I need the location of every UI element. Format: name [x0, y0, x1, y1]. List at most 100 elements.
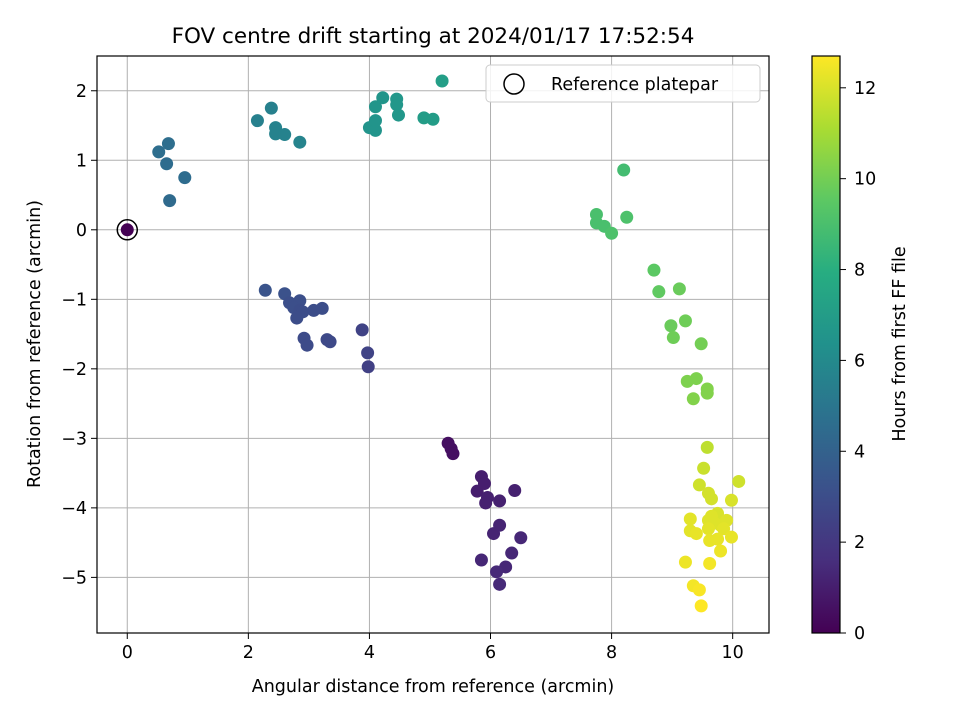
data-point — [479, 496, 493, 510]
data-point — [724, 493, 738, 507]
data-point — [514, 531, 528, 545]
data-point — [694, 337, 708, 351]
data-point — [152, 145, 166, 159]
colorbar-tick-label: 12 — [854, 79, 876, 99]
data-point — [717, 522, 731, 536]
data-point — [686, 392, 700, 406]
data-point — [683, 512, 697, 526]
data-point — [694, 599, 708, 613]
x-tick-label: 8 — [606, 643, 617, 663]
legend: Reference platepar — [485, 64, 761, 103]
data-point — [355, 323, 369, 337]
data-point — [732, 474, 746, 488]
colorbar-tick-label: 10 — [854, 170, 876, 190]
data-point — [697, 461, 711, 475]
data-point — [493, 494, 507, 508]
data-point — [435, 74, 449, 88]
legend-box — [485, 64, 761, 103]
x-axis-ticks: 0 2 4 6 8 10 — [122, 633, 744, 663]
data-points — [120, 74, 746, 613]
y-axis-label: Rotation from reference (arcmin) — [25, 200, 45, 488]
x-tick-label: 10 — [722, 643, 744, 663]
data-point — [446, 447, 460, 461]
data-point — [368, 100, 382, 114]
plot-frame — [96, 55, 770, 634]
data-point — [508, 483, 522, 497]
data-point — [505, 546, 519, 560]
data-point — [323, 335, 337, 349]
data-point — [711, 532, 725, 546]
data-point — [293, 135, 307, 149]
data-point — [664, 319, 678, 333]
y-tick-label: −3 — [61, 429, 87, 449]
colorbar-tick-label: 6 — [854, 351, 865, 371]
data-point — [258, 283, 272, 297]
data-point — [278, 128, 292, 142]
data-point — [724, 530, 738, 544]
data-point — [672, 282, 686, 296]
colorbar-tick-label: 8 — [854, 261, 865, 281]
colorbar-tick-label: 0 — [854, 624, 865, 644]
data-point — [493, 577, 507, 591]
data-point — [689, 527, 703, 541]
data-point — [490, 565, 504, 579]
data-point — [361, 360, 375, 374]
data-point — [700, 386, 714, 400]
legend-label: Reference platepar — [551, 75, 719, 95]
data-point — [703, 556, 717, 570]
y-tick-label: 0 — [76, 221, 87, 241]
data-point — [426, 112, 440, 126]
x-axis-label: Angular distance from reference (arcmin) — [252, 677, 615, 697]
reference-platepar-marker — [116, 219, 139, 241]
data-point — [692, 583, 706, 597]
y-tick-label: −1 — [61, 290, 87, 310]
data-point — [605, 226, 619, 240]
data-point — [470, 484, 484, 498]
data-point — [493, 518, 507, 532]
data-point — [315, 301, 329, 315]
data-point — [361, 346, 375, 360]
data-point — [647, 263, 661, 277]
colorbar-label: Hours from first FF file — [890, 246, 910, 441]
data-point — [390, 98, 404, 112]
data-point — [368, 123, 382, 137]
x-tick-label: 4 — [364, 643, 375, 663]
data-point — [704, 492, 718, 506]
data-point — [160, 157, 174, 171]
y-tick-label: 1 — [76, 151, 87, 171]
data-point — [692, 478, 706, 492]
data-point — [120, 223, 134, 237]
data-point — [700, 440, 714, 454]
x-tick-label: 6 — [485, 643, 496, 663]
data-point — [701, 522, 715, 536]
legend-reference-marker — [503, 73, 525, 95]
x-tick-label: 2 — [243, 643, 254, 663]
colorbar-tick-label: 4 — [854, 442, 865, 462]
data-point — [161, 137, 175, 151]
chart-title: FOV centre drift starting at 2024/01/17 … — [172, 24, 695, 49]
y-tick-label: 2 — [76, 82, 87, 102]
data-point — [290, 311, 304, 325]
y-tick-label: −5 — [61, 568, 87, 588]
data-point — [300, 338, 314, 352]
y-tick-label: −4 — [61, 499, 87, 519]
x-tick-label: 0 — [122, 643, 133, 663]
data-point — [620, 210, 634, 224]
data-point — [678, 314, 692, 328]
data-point — [264, 101, 278, 115]
data-point — [376, 91, 390, 105]
colorbar-gradient — [811, 55, 841, 634]
data-point — [250, 114, 264, 128]
y-tick-label: −2 — [61, 360, 87, 380]
data-point — [652, 285, 666, 299]
data-point — [474, 553, 488, 567]
reference-marker — [116, 219, 139, 241]
data-point — [178, 171, 192, 185]
data-point — [678, 555, 692, 569]
data-point — [368, 114, 382, 128]
data-point — [391, 108, 405, 122]
grid-lines — [97, 56, 769, 633]
colorbar: 0 2 4 6 8 10 12 Hours from first FF file — [811, 55, 910, 644]
data-point — [617, 163, 631, 177]
